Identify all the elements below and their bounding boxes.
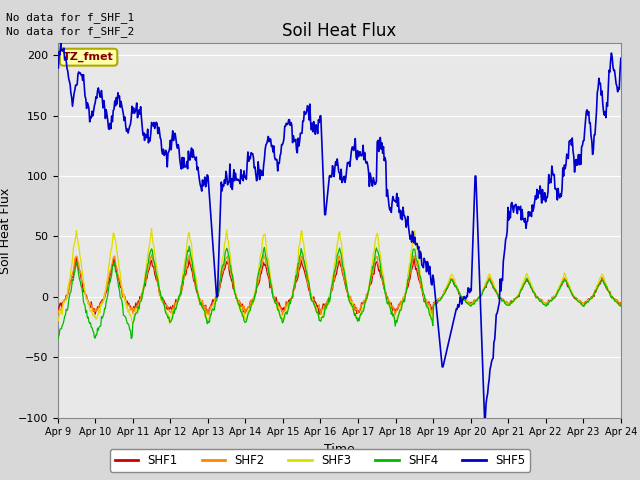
Y-axis label: Soil Heat Flux: Soil Heat Flux: [0, 187, 12, 274]
Legend: SHF1, SHF2, SHF3, SHF4, SHF5: SHF1, SHF2, SHF3, SHF4, SHF5: [110, 449, 530, 472]
X-axis label: Time: Time: [324, 443, 355, 456]
Title: Soil Heat Flux: Soil Heat Flux: [282, 22, 396, 40]
Text: No data for f_SHF_1: No data for f_SHF_1: [6, 12, 134, 23]
Text: TZ_fmet: TZ_fmet: [63, 52, 114, 62]
Text: No data for f_SHF_2: No data for f_SHF_2: [6, 26, 134, 37]
